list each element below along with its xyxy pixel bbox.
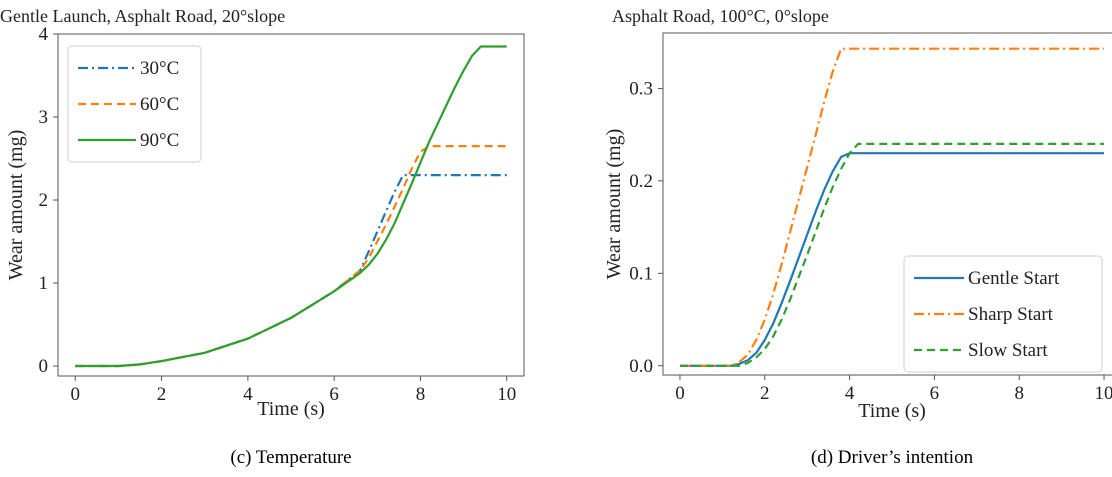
x-axis-label: Time (s) <box>257 398 325 420</box>
y-axis-label: Wear amount (mg) <box>603 129 625 280</box>
x-tick-label: 0 <box>71 384 81 405</box>
series-layer <box>75 45 507 368</box>
caption: (d) Driver’s intention <box>811 447 974 468</box>
x-tick-label: 2 <box>760 383 770 404</box>
series-line <box>75 174 507 368</box>
tick-layer: 0 2 4 6 8 10 0.0 0.1 0.2 0.3 <box>629 78 1112 404</box>
plot-frame <box>57 33 525 377</box>
legend-items: Gentle Start Sharp Start Slow Start <box>914 268 1060 361</box>
x-tick-label: 10 <box>497 384 516 405</box>
legend: Gentle Start Sharp Start Slow Start <box>903 255 1103 373</box>
series-layer <box>680 47 1104 367</box>
y-tick-label: 4 <box>39 24 49 45</box>
x-tick-label: 2 <box>157 384 167 405</box>
legend-box <box>903 255 1103 373</box>
x-tick-label: 6 <box>930 383 940 404</box>
x-tick-label: 8 <box>416 384 426 405</box>
y-tick-label: 0 <box>39 356 49 377</box>
chart-title: Gentle Launch, Asphalt Road, 20°slope <box>0 6 285 26</box>
series-line <box>680 152 1104 367</box>
y-tick-label: 2 <box>39 190 49 211</box>
legend-label: Gentle Start <box>968 268 1060 289</box>
x-tick-label: 10 <box>1095 383 1112 404</box>
chart-driver-intention: Asphalt Road, 100°C, 0°slope 0 2 4 6 8 100.00… <box>603 6 1112 468</box>
x-axis-label: Time (s) <box>858 400 926 422</box>
series-line <box>680 47 1104 367</box>
chart-temperature: Gentle Launch, Asphalt Road, 20°slope 0 2… <box>0 6 525 468</box>
caption: (c) Temperature <box>230 447 351 468</box>
y-tick-label: 0.3 <box>629 78 653 99</box>
legend-label: Sharp Start <box>968 304 1054 325</box>
y-tick-label: 1 <box>39 273 49 294</box>
plot-frame <box>662 32 1112 376</box>
series-line <box>75 45 507 368</box>
series-line <box>680 142 1104 367</box>
x-tick-label: 0 <box>675 383 685 404</box>
series-line <box>75 145 507 368</box>
y-axis-label: Wear amount (mg) <box>5 130 27 281</box>
legend-label: 30°C <box>140 58 179 79</box>
chart-title: Asphalt Road, 100°C, 0°slope <box>612 6 829 26</box>
y-tick-label: 0.0 <box>629 356 653 377</box>
tick-layer: 0 2 4 6 8 10 0 1 2 3 4 <box>39 24 517 405</box>
y-tick-label: 0.2 <box>629 171 653 192</box>
y-tick-label: 3 <box>39 107 49 128</box>
legend-items: 30°C 60°C 90°C <box>78 58 179 151</box>
legend-label: 60°C <box>140 94 179 115</box>
x-tick-label: 4 <box>845 383 855 404</box>
legend-label: Slow Start <box>968 340 1048 361</box>
legend: 30°C 60°C 90°C <box>67 45 202 163</box>
legend-label: 90°C <box>140 130 179 151</box>
y-tick-label: 0.1 <box>629 263 653 284</box>
x-tick-label: 4 <box>243 384 253 405</box>
x-tick-label: 8 <box>1014 383 1024 404</box>
x-tick-label: 6 <box>329 384 339 405</box>
